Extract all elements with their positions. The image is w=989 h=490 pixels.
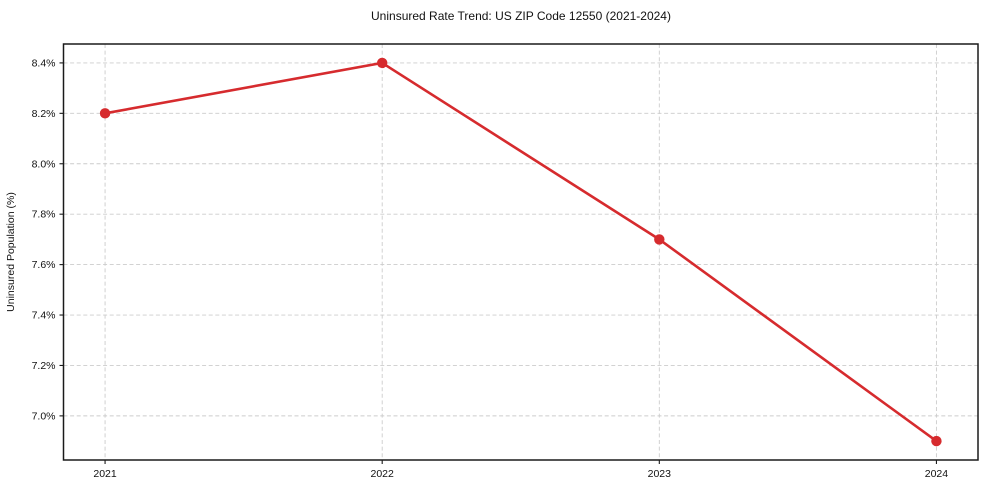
data-point-2022 xyxy=(376,57,388,69)
data-point-2024 xyxy=(931,435,942,447)
y-axis-label: Uninsured Population (%) xyxy=(5,192,17,312)
y-tick-label: 7.6% xyxy=(32,259,56,271)
data-layer xyxy=(99,57,942,447)
data-point-2023 xyxy=(654,234,665,245)
y-tick-label: 7.0% xyxy=(32,410,56,422)
y-tick-label: 7.8% xyxy=(32,209,56,221)
data-point-2021 xyxy=(99,108,111,119)
y-tick-label: 7.2% xyxy=(32,360,56,372)
y-tick-label: 8.0% xyxy=(32,158,56,170)
y-tick-label: 8.2% xyxy=(32,108,56,120)
trend-line xyxy=(103,61,938,443)
y-tick-label: 7.4% xyxy=(32,310,56,322)
chart-title: Uninsured Rate Trend: US ZIP Code 12550 … xyxy=(371,9,671,23)
grid-layer xyxy=(63,44,978,460)
x-tick-label: 2022 xyxy=(371,468,395,480)
x-tick-label: 2023 xyxy=(648,468,672,480)
plot-border xyxy=(62,43,979,461)
axes-layer: 2021 2022 2023 2024 7.0% 7.2% 7.4% 7.6% 7.8% 8.0%… xyxy=(32,43,979,480)
y-tick-label: 8.4% xyxy=(32,57,56,69)
x-tick-label: 2024 xyxy=(925,468,949,480)
x-tick-label: 2021 xyxy=(93,468,117,480)
